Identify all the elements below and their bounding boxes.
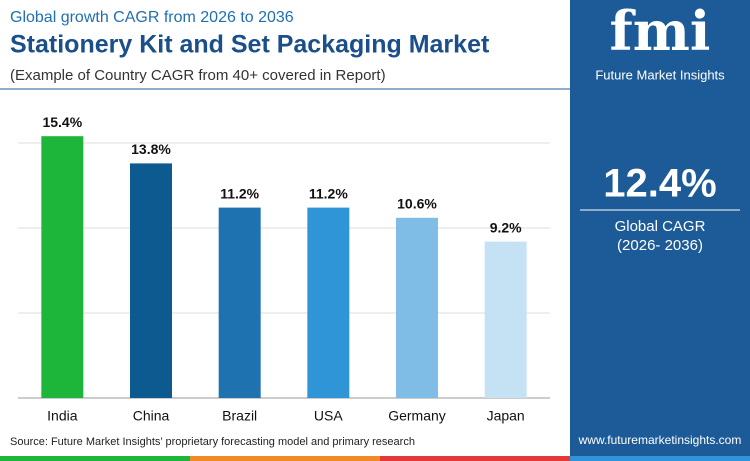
cagr-label: Global CAGR: [615, 218, 706, 235]
global-cagr: 12.4%: [603, 162, 716, 206]
website: www.futuremarketinsights.com: [578, 433, 742, 447]
x-tick-label: Germany: [388, 408, 446, 424]
logo: fmi: [610, 0, 711, 63]
value-label: 11.2%: [220, 185, 259, 201]
x-tick-label: China: [133, 408, 170, 424]
strip: [570, 456, 750, 461]
x-tick-label: India: [47, 408, 78, 424]
bar: [218, 207, 261, 398]
bar: [307, 207, 350, 398]
bar: [484, 241, 527, 398]
chart-subtitle: (Example of Country CAGR from 40+ covere…: [10, 67, 386, 84]
period: (2026- 2036): [617, 237, 703, 254]
strip: [0, 456, 190, 461]
strip: [190, 456, 380, 461]
bar: [41, 136, 84, 398]
value-label: 9.2%: [490, 219, 522, 235]
brand: Future Market Insights: [595, 67, 725, 82]
sidebar-panel: [570, 0, 750, 456]
source: Source: Future Market Insights’ propriet…: [10, 436, 415, 448]
strip: [380, 456, 570, 461]
bar: [396, 217, 438, 398]
value-label: 10.6%: [397, 196, 437, 212]
x-tick-label: USA: [314, 408, 343, 424]
value-label: 15.4%: [42, 114, 82, 130]
kicker: Global growth CAGR from 2026 to 2036: [10, 9, 294, 26]
bar: [130, 163, 172, 398]
chart-title: Stationery Kit and Set Packaging Market: [10, 31, 490, 59]
value-label: 11.2%: [309, 185, 348, 201]
x-tick-label: Brazil: [222, 408, 257, 424]
value-label: 13.8%: [131, 141, 171, 157]
x-tick-label: Japan: [487, 408, 525, 424]
